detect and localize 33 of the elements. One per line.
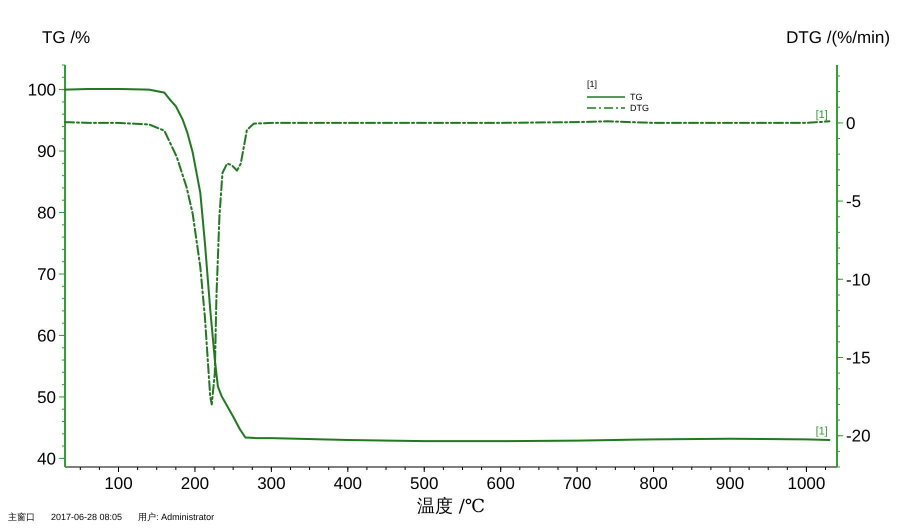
x-tick-label: 800: [639, 474, 668, 493]
y-tick-label: 40: [37, 449, 56, 468]
annotation: [1]: [816, 425, 828, 438]
y-axis-title: TG /%: [42, 28, 90, 47]
y-tick-label: 60: [37, 326, 56, 346]
x-tick-label: 200: [180, 474, 210, 493]
text: 2017-06-28 08:05: [51, 512, 122, 522]
x-tick-label: 500: [410, 474, 438, 493]
y2-axis-title: DTG /(%/min): [786, 28, 890, 47]
y2-tick-label: -20: [846, 426, 871, 446]
y2-tick-label: -15: [846, 348, 871, 368]
x-tick-label: 700: [562, 474, 592, 493]
y2-tick-label: -10: [846, 270, 871, 290]
x-tick-label: 300: [257, 474, 286, 493]
legend-label: TG: [630, 92, 642, 102]
y-tick-label: 70: [37, 264, 56, 284]
y2-tick-label: 0: [846, 114, 856, 133]
x-tick-label: 100: [104, 474, 133, 493]
legend-title: [1]: [587, 79, 598, 89]
legend-label: DTG: [630, 103, 649, 113]
x-tick-label: 600: [486, 474, 515, 493]
x-tick-label: 400: [334, 474, 362, 493]
y-tick-label: 100: [28, 80, 56, 100]
x-tick-label: 900: [716, 474, 744, 493]
text: 用户: Administrator: [138, 512, 214, 522]
x-axis-title: 温度 /℃: [417, 496, 485, 517]
text: 主窗口: [8, 512, 35, 522]
y-tick-label: 80: [37, 204, 56, 223]
x-tick-label: 1000: [788, 474, 826, 493]
y-tick-label: 90: [37, 142, 56, 162]
annotation: [1]: [816, 108, 828, 121]
y2-tick-label: -5: [846, 192, 862, 212]
y-tick-label: 50: [37, 388, 56, 407]
